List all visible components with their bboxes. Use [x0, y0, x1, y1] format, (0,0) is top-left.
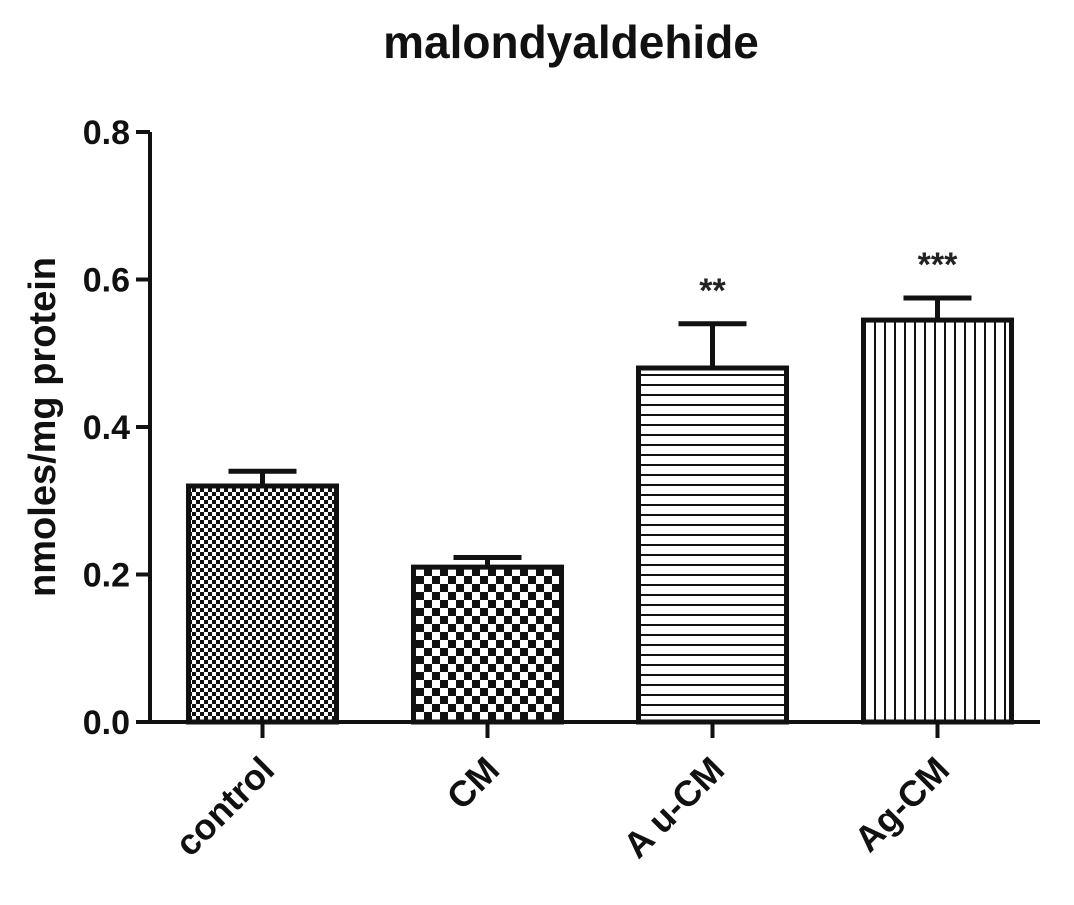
- significance-marker: ***: [918, 246, 958, 284]
- bar: [186, 483, 339, 725]
- y-axis: 0.0 0.2 0.4 0.6 0.8: [83, 114, 152, 742]
- bars-group: *****: [186, 246, 1014, 725]
- x-tick-label: CM: [439, 749, 508, 818]
- significance-marker: **: [699, 272, 726, 310]
- chart-title: malondyaldehide: [383, 16, 759, 68]
- bar: [411, 564, 564, 725]
- x-tick-label: A u-CM: [615, 749, 732, 866]
- y-axis-label: nmoles/mg protein: [22, 257, 64, 597]
- y-tick-label: 0.6: [83, 262, 130, 300]
- x-axis: control CM A u-CM Ag-CM: [150, 720, 1040, 866]
- y-tick-label: 0.4: [83, 409, 130, 447]
- y-tick-label: 0.8: [83, 114, 130, 152]
- x-tick-label: Ag-CM: [846, 749, 957, 860]
- y-tick-label: 0.2: [83, 557, 130, 595]
- y-tick-label: 0.0: [83, 704, 130, 742]
- x-tick-label: control: [167, 749, 282, 864]
- bar: [636, 365, 789, 725]
- bar: [861, 317, 1014, 725]
